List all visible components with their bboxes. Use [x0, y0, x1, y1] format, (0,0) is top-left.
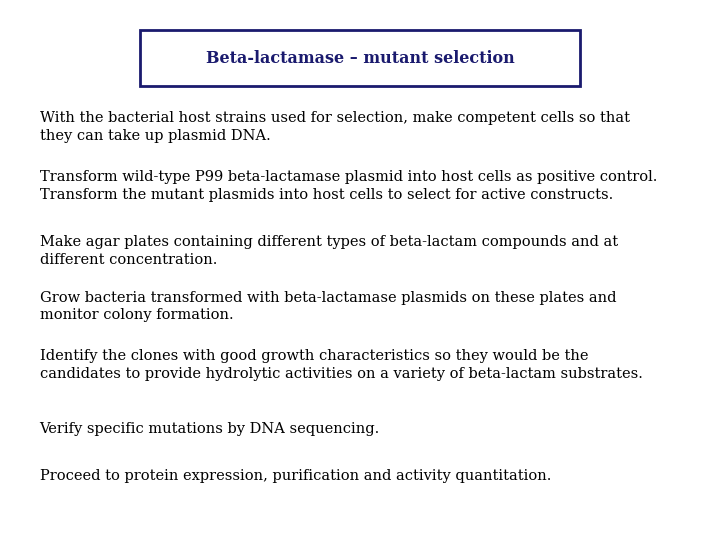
Text: Identify the clones with good growth characteristics so they would be the
candid: Identify the clones with good growth cha…: [40, 349, 642, 381]
FancyBboxPatch shape: [140, 30, 580, 86]
Text: Transform wild-type P99 beta-lactamase plasmid into host cells as positive contr: Transform wild-type P99 beta-lactamase p…: [40, 170, 657, 202]
Text: Beta-lactamase – mutant selection: Beta-lactamase – mutant selection: [206, 50, 514, 66]
Text: Verify specific mutations by DNA sequencing.: Verify specific mutations by DNA sequenc…: [40, 422, 380, 436]
Text: Grow bacteria transformed with beta-lactamase plasmids on these plates and
monit: Grow bacteria transformed with beta-lact…: [40, 291, 616, 322]
Text: Make agar plates containing different types of beta-lactam compounds and at
diff: Make agar plates containing different ty…: [40, 235, 618, 267]
Text: With the bacterial host strains used for selection, make competent cells so that: With the bacterial host strains used for…: [40, 111, 629, 143]
Text: Proceed to protein expression, purification and activity quantitation.: Proceed to protein expression, purificat…: [40, 469, 551, 483]
